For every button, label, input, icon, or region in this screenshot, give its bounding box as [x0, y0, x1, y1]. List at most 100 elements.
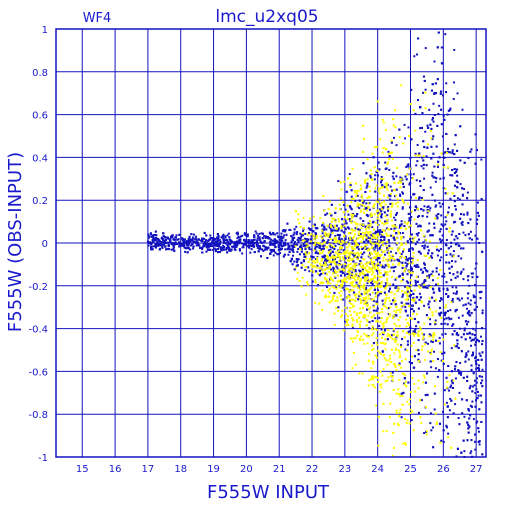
- scatter-point: [366, 213, 369, 216]
- scatter-point: [469, 218, 472, 221]
- scatter-point: [244, 240, 247, 243]
- scatter-point: [469, 303, 472, 306]
- scatter-point: [318, 243, 321, 246]
- scatter-point: [148, 241, 151, 244]
- scatter-point: [341, 218, 344, 221]
- scatter-point: [258, 245, 261, 248]
- scatter-point: [440, 298, 443, 301]
- scatter-point: [395, 311, 398, 314]
- scatter-point: [376, 174, 379, 177]
- scatter-point: [383, 200, 386, 203]
- scatter-point: [454, 184, 457, 187]
- scatter-point: [277, 245, 280, 248]
- scatter-point: [291, 247, 294, 250]
- scatter-point: [377, 444, 380, 447]
- scatter-point: [481, 351, 484, 354]
- scatter-point: [338, 234, 341, 237]
- scatter-point: [475, 222, 478, 225]
- scatter-point: [183, 241, 186, 244]
- scatter-point: [384, 270, 387, 273]
- scatter-point: [378, 284, 381, 287]
- scatter-point: [302, 217, 305, 220]
- scatter-point: [341, 266, 344, 269]
- scatter-point: [369, 257, 372, 260]
- scatter-point: [466, 307, 469, 310]
- scatter-point: [460, 372, 463, 375]
- scatter-point: [391, 275, 394, 278]
- scatter-point: [472, 294, 475, 297]
- scatter-point: [225, 247, 228, 250]
- scatter-point: [337, 180, 340, 183]
- scatter-point: [469, 230, 472, 233]
- scatter-point: [468, 425, 471, 428]
- scatter-point: [369, 251, 372, 254]
- scatter-point: [351, 215, 354, 218]
- scatter-point: [443, 275, 446, 278]
- scatter-point: [261, 248, 264, 251]
- scatter-point: [353, 235, 356, 238]
- scatter-point: [366, 178, 369, 181]
- scatter-point: [404, 358, 407, 361]
- scatter-point: [441, 135, 444, 138]
- scatter-point: [438, 299, 441, 302]
- scatter-point: [170, 248, 173, 251]
- scatter-point: [358, 263, 361, 266]
- scatter-point: [382, 240, 385, 243]
- scatter-point: [422, 75, 425, 78]
- scatter-point: [342, 279, 345, 282]
- scatter-point: [420, 348, 423, 351]
- chip-label: WF4: [83, 11, 112, 26]
- scatter-point: [441, 410, 444, 413]
- scatter-point: [409, 304, 412, 307]
- scatter-point: [340, 238, 343, 241]
- scatter-point: [196, 243, 199, 246]
- scatter-point: [414, 209, 417, 212]
- scatter-point: [403, 270, 406, 273]
- scatter-point: [461, 223, 464, 226]
- scatter-point: [398, 362, 401, 365]
- scatter-point: [353, 285, 356, 288]
- scatter-point: [393, 337, 396, 340]
- scatter-point: [192, 233, 195, 236]
- scatter-point: [445, 317, 448, 320]
- scatter-point: [401, 206, 404, 209]
- scatter-point: [319, 235, 322, 238]
- scatter-point: [353, 221, 356, 224]
- scatter-point: [415, 179, 418, 182]
- scatter-point: [195, 238, 198, 241]
- scatter-point: [310, 233, 313, 236]
- scatter-point: [311, 256, 314, 259]
- scatter-point: [362, 258, 365, 261]
- scatter-point: [409, 238, 412, 241]
- scatter-point: [417, 353, 420, 356]
- scatter-point: [423, 376, 426, 379]
- scatter-point: [468, 417, 471, 420]
- scatter-point: [389, 250, 392, 253]
- scatter-point: [462, 213, 465, 216]
- scatter-point: [457, 316, 460, 319]
- scatter-point: [283, 234, 286, 237]
- scatter-point: [453, 153, 456, 156]
- scatter-point: [438, 369, 441, 372]
- scatter-point: [433, 333, 436, 336]
- scatter-point: [456, 342, 459, 345]
- scatter-point: [374, 232, 377, 235]
- scatter-point: [285, 233, 288, 236]
- scatter-point: [404, 291, 407, 294]
- scatter-point: [446, 150, 449, 153]
- scatter-point: [347, 270, 350, 273]
- scatter-point: [365, 286, 368, 289]
- scatter-point: [440, 62, 443, 65]
- scatter-point: [467, 408, 470, 411]
- scatter-point: [347, 318, 350, 321]
- scatter-point: [425, 314, 428, 317]
- scatter-point: [348, 256, 351, 259]
- scatter-point: [240, 242, 243, 245]
- scatter-point: [313, 238, 316, 241]
- scatter-point: [164, 242, 167, 245]
- scatter-point: [451, 150, 454, 153]
- scatter-point: [449, 107, 452, 110]
- scatter-point: [419, 106, 422, 109]
- scatter-point: [321, 289, 324, 292]
- scatter-point: [389, 402, 392, 405]
